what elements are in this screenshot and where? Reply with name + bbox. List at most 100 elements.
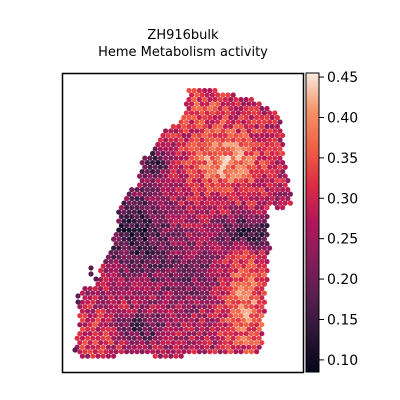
spot bbox=[233, 259, 239, 265]
spot bbox=[85, 335, 91, 341]
spot bbox=[173, 335, 179, 341]
spot bbox=[176, 160, 182, 166]
spot bbox=[196, 313, 202, 319]
spot bbox=[126, 326, 132, 332]
spot bbox=[134, 268, 140, 274]
spot bbox=[272, 164, 278, 170]
spot bbox=[191, 286, 197, 292]
spot bbox=[134, 340, 140, 346]
spot bbox=[126, 272, 132, 278]
spot bbox=[173, 218, 179, 224]
spot bbox=[256, 101, 262, 107]
spot bbox=[178, 155, 184, 161]
spot bbox=[274, 123, 280, 130]
spot bbox=[204, 146, 210, 152]
spot bbox=[90, 344, 96, 350]
spot bbox=[191, 322, 197, 328]
spot bbox=[186, 349, 192, 355]
spot bbox=[277, 200, 283, 206]
spot bbox=[225, 254, 231, 260]
spot bbox=[87, 304, 93, 310]
spot bbox=[233, 241, 239, 247]
spot bbox=[217, 150, 223, 157]
spot bbox=[129, 295, 135, 301]
spot bbox=[150, 232, 156, 238]
spot bbox=[261, 290, 267, 296]
spot bbox=[212, 268, 218, 274]
spot bbox=[202, 187, 208, 193]
spot bbox=[178, 326, 184, 332]
spot bbox=[111, 308, 117, 314]
spot bbox=[150, 322, 156, 328]
spot bbox=[222, 96, 228, 103]
spot bbox=[165, 232, 171, 238]
spot bbox=[251, 317, 257, 323]
spot bbox=[233, 349, 239, 355]
spot bbox=[98, 349, 104, 355]
spot bbox=[220, 92, 226, 98]
spot bbox=[189, 335, 195, 341]
spot bbox=[142, 236, 148, 242]
spot bbox=[139, 331, 145, 337]
spot bbox=[280, 169, 286, 175]
spot bbox=[217, 277, 223, 283]
spot bbox=[191, 105, 197, 112]
spot bbox=[165, 160, 171, 166]
spot bbox=[256, 290, 262, 296]
spot bbox=[111, 353, 117, 359]
spot bbox=[217, 205, 223, 211]
spot bbox=[228, 349, 234, 355]
spot bbox=[170, 150, 176, 157]
spot bbox=[173, 191, 179, 197]
spot bbox=[202, 205, 208, 211]
spot bbox=[124, 214, 130, 220]
spot bbox=[178, 173, 184, 179]
spot bbox=[228, 322, 234, 328]
spot bbox=[264, 196, 270, 202]
spot bbox=[264, 150, 270, 157]
spot bbox=[230, 182, 236, 188]
spot bbox=[228, 132, 234, 139]
spot bbox=[207, 349, 213, 355]
spot bbox=[196, 114, 202, 121]
spot bbox=[251, 236, 257, 242]
spot bbox=[225, 101, 231, 107]
spot bbox=[124, 340, 130, 346]
spot bbox=[131, 317, 137, 323]
spot bbox=[202, 313, 208, 319]
spot bbox=[238, 214, 244, 220]
spot bbox=[134, 205, 140, 211]
spot bbox=[230, 191, 236, 197]
spot bbox=[170, 178, 176, 184]
spot bbox=[186, 286, 192, 292]
spot bbox=[181, 322, 187, 328]
spot bbox=[142, 218, 148, 224]
spot bbox=[189, 119, 195, 125]
spot bbox=[191, 150, 197, 157]
spot bbox=[147, 182, 153, 188]
spot bbox=[152, 254, 158, 260]
spot bbox=[186, 114, 192, 121]
spot bbox=[163, 263, 169, 269]
spot bbox=[126, 335, 132, 341]
spot bbox=[248, 132, 254, 139]
spot bbox=[220, 173, 226, 179]
spot bbox=[155, 205, 161, 211]
spot bbox=[261, 299, 267, 305]
spot bbox=[254, 277, 260, 283]
spot bbox=[204, 326, 210, 332]
spot bbox=[131, 326, 137, 332]
spot bbox=[246, 263, 252, 269]
spot bbox=[165, 141, 171, 148]
spot bbox=[274, 141, 280, 148]
spot bbox=[121, 263, 127, 269]
spot bbox=[183, 191, 189, 197]
spot bbox=[209, 335, 215, 341]
spot bbox=[202, 250, 208, 256]
spatial-spots bbox=[72, 87, 293, 359]
spot bbox=[254, 205, 260, 211]
spot bbox=[235, 218, 241, 224]
spot bbox=[217, 169, 223, 175]
spot bbox=[152, 281, 158, 287]
spot bbox=[194, 254, 200, 260]
